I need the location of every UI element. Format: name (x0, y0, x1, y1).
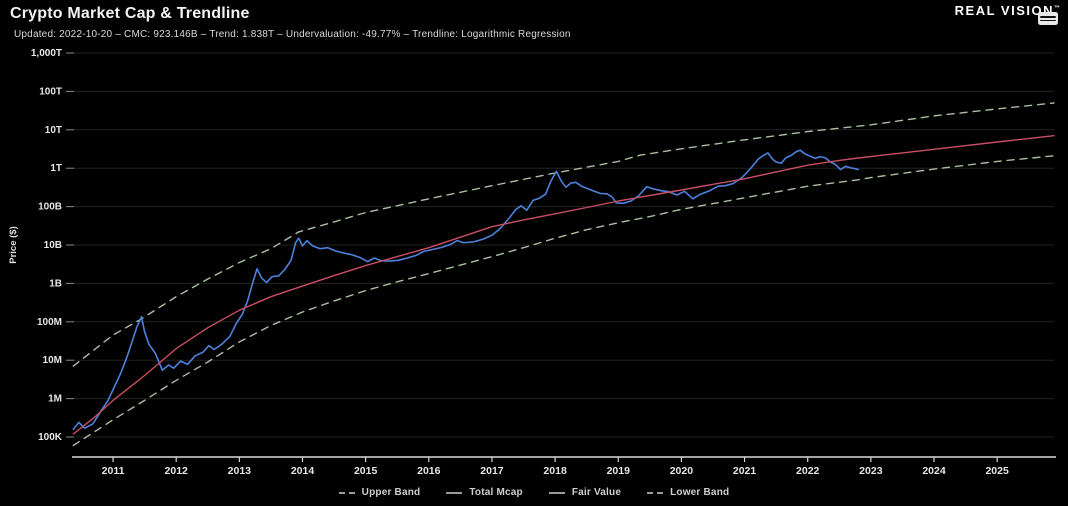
y-tick-label: 10M (43, 355, 62, 366)
x-tick-label: 2017 (480, 465, 504, 477)
legend-label: Upper Band (361, 487, 421, 498)
y-tick-label: 1M (48, 394, 62, 405)
page-title: Crypto Market Cap & Trendline (10, 5, 250, 22)
y-tick-label: 1B (49, 278, 62, 289)
legend-label: Fair Value (571, 487, 622, 498)
x-tick-label: 2011 (102, 465, 125, 477)
x-tick-label: 2018 (543, 465, 567, 477)
y-tick-label: 10T (45, 125, 62, 136)
legend-item-fair-value[interactable]: Fair Value (548, 487, 622, 498)
x-tick-label: 2013 (228, 465, 252, 477)
x-tick-label: 2020 (670, 465, 694, 477)
y-tick-label: 100M (37, 317, 62, 328)
x-tick-label: 2021 (733, 465, 757, 477)
x-tick-label: 2012 (165, 465, 189, 477)
series-total-mcap (72, 149, 860, 431)
legend-marker-solid (446, 491, 463, 494)
x-tick-label: 2019 (607, 465, 631, 477)
series-upper-band (72, 102, 1055, 367)
chart-subtitle-stats: Updated: 2022-10-20 – CMC: 923.146B – Tr… (14, 29, 571, 40)
legend-label: Lower Band (670, 487, 730, 498)
x-tick-label: 2022 (796, 465, 820, 477)
y-tick-label: 1,000T (31, 48, 62, 59)
y-tick-label: 100K (38, 432, 63, 443)
series-fair-value (72, 134, 1055, 435)
y-axis-title: Price ($) (8, 226, 19, 264)
chart-legend: Upper Band Total Mcap Fair Value Lower Band (0, 487, 1068, 498)
trademark-symbol: ™ (1054, 5, 1060, 12)
x-tick-label: 2015 (354, 465, 378, 477)
x-tick-label: 2024 (922, 465, 946, 477)
x-tick-label: 2025 (985, 465, 1009, 477)
y-tick-label: 1T (50, 163, 62, 174)
series-lower-band (72, 155, 1055, 447)
x-tick-label: 2016 (417, 465, 441, 477)
legend-item-lower-band[interactable]: Lower Band (647, 487, 729, 498)
x-tick-label: 2023 (859, 465, 883, 477)
legend-marker-dashed (647, 491, 664, 494)
legend-item-total-mcap[interactable]: Total Mcap (446, 487, 523, 498)
legend-marker-solid (548, 491, 565, 494)
legend-label: Total Mcap (469, 487, 523, 498)
legend-marker-dashed (338, 491, 355, 494)
legend-item-upper-band[interactable]: Upper Band (338, 487, 421, 498)
y-tick-label: 10B (44, 240, 62, 251)
y-tick-label: 100T (39, 86, 62, 97)
real-vision-logo: REAL VISION™ (954, 3, 1060, 18)
x-tick-label: 2014 (291, 465, 315, 477)
chart-menu-icon[interactable] (1038, 12, 1058, 25)
y-tick-label: 100B (38, 202, 62, 213)
